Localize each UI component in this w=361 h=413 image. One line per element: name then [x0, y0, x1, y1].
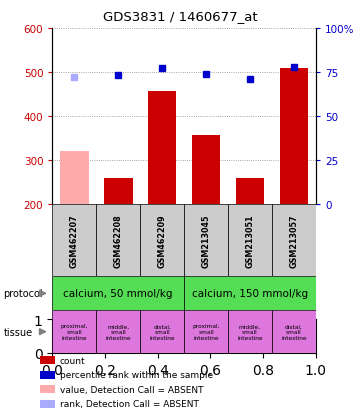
Bar — [104, 178, 132, 204]
Bar — [192, 136, 220, 204]
Bar — [228, 311, 272, 353]
Text: middle,
small
intestine: middle, small intestine — [237, 323, 263, 340]
Text: calcium, 150 mmol/kg: calcium, 150 mmol/kg — [192, 289, 308, 299]
Bar — [40, 356, 55, 364]
Text: distal,
small
intestine: distal, small intestine — [149, 323, 175, 340]
Bar — [280, 69, 308, 204]
Text: rank, Detection Call = ABSENT: rank, Detection Call = ABSENT — [60, 399, 199, 408]
Bar — [52, 204, 96, 277]
Text: GSM213051: GSM213051 — [245, 214, 255, 267]
Bar — [184, 204, 228, 277]
Text: GDS3831 / 1460677_at: GDS3831 / 1460677_at — [103, 10, 258, 23]
Text: proximal,
small
intestine: proximal, small intestine — [61, 323, 88, 340]
Bar — [272, 311, 316, 353]
Bar — [96, 311, 140, 353]
Bar — [236, 178, 264, 204]
Bar — [184, 311, 228, 353]
Text: GSM462207: GSM462207 — [70, 214, 79, 267]
Text: GSM462208: GSM462208 — [114, 214, 123, 267]
Text: value, Detection Call = ABSENT: value, Detection Call = ABSENT — [60, 385, 203, 394]
Bar — [40, 371, 55, 379]
Text: percentile rank within the sample: percentile rank within the sample — [60, 370, 213, 379]
Bar — [52, 311, 96, 353]
Text: GSM213045: GSM213045 — [201, 214, 210, 267]
Bar — [96, 204, 140, 277]
Text: GSM462209: GSM462209 — [158, 214, 167, 267]
Text: GSM213057: GSM213057 — [290, 214, 299, 267]
Text: proximal,
small
intestine: proximal, small intestine — [192, 323, 220, 340]
Bar — [40, 400, 55, 408]
Bar — [60, 152, 88, 204]
Bar — [52, 277, 184, 311]
Text: calcium, 50 mmol/kg: calcium, 50 mmol/kg — [64, 289, 173, 299]
Bar — [228, 204, 272, 277]
Bar — [148, 92, 177, 204]
Text: count: count — [60, 356, 85, 365]
Bar — [184, 277, 316, 311]
Text: middle,
small
intestine: middle, small intestine — [105, 323, 131, 340]
Text: distal,
small
intestine: distal, small intestine — [281, 323, 307, 340]
Bar — [140, 204, 184, 277]
Text: protocol: protocol — [4, 289, 43, 299]
Bar — [40, 385, 55, 393]
Bar — [272, 204, 316, 277]
Bar — [140, 311, 184, 353]
Text: tissue: tissue — [4, 327, 33, 337]
